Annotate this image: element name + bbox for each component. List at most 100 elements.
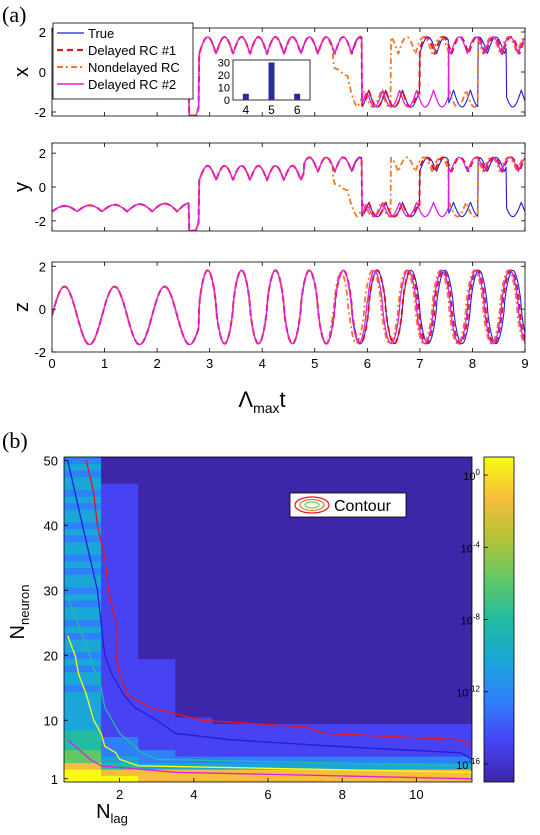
heatmap-cell: [212, 515, 251, 523]
heatmap-cell: [138, 736, 176, 744]
heatmap-cell: [397, 639, 436, 647]
heatmap-cell: [323, 756, 362, 764]
heatmap-cell: [175, 593, 213, 601]
heatmap-cells: [64, 457, 472, 782]
heatmap-cell: [101, 717, 139, 725]
subplot-x-ylabel: x: [11, 67, 33, 77]
heatmap-cell: [323, 710, 362, 718]
heatmap-cell: [101, 619, 139, 627]
heatmap-cell: [101, 769, 139, 777]
heatmap-cell: [212, 717, 251, 725]
heatmap-cell: [434, 743, 472, 751]
heatmap-cell: [249, 548, 288, 556]
heatmap-cell: [249, 736, 288, 744]
heatmap-cell: [397, 691, 436, 699]
heatmap-cell: [138, 743, 176, 751]
heatmap-cell: [64, 704, 102, 712]
heatmap-cell: [434, 645, 472, 653]
contour-line-level-3: [85, 460, 472, 779]
heatmap-cell: [434, 639, 472, 647]
heatmap-cell: [249, 684, 288, 692]
heatmap-cell: [101, 658, 139, 666]
heatmap-cell: [249, 535, 288, 543]
heatmap-cell: [64, 476, 102, 484]
heatmap-cell: [138, 470, 176, 478]
heatmap-cell: [249, 639, 288, 647]
heatmap-cell: [212, 606, 251, 614]
inset-xtick-label: 6: [294, 103, 301, 117]
heatmap-cell: [397, 502, 436, 510]
heatmap-cell: [397, 528, 436, 536]
subplot-y-ytick-label: 0: [39, 180, 46, 195]
heatmap-cell: [286, 678, 325, 686]
heatmap-cell: [397, 613, 436, 621]
heatmap-cell: [64, 756, 102, 764]
heatmap-cell: [397, 704, 436, 712]
heatmap-cell: [434, 561, 472, 569]
heatmap-cell: [323, 548, 362, 556]
heatmap-cell: [397, 769, 436, 777]
heatmap-cell: [360, 639, 399, 647]
heatmap-cell: [323, 632, 362, 640]
heatmap-cell: [212, 509, 251, 517]
legend-label-nondelayed: Nondelayed RC: [88, 60, 180, 75]
heatmap-cell: [175, 554, 213, 562]
heatmap-cell: [64, 567, 102, 575]
heatmap-cell: [434, 574, 472, 582]
heatmap-cell: [212, 457, 251, 465]
heatmap-cell: [101, 606, 139, 614]
panel-a-legend: True Delayed RC #1 Nondelayed RC Delayed…: [52, 22, 194, 100]
heatmap-cell: [397, 483, 436, 491]
heatmap-cell: [397, 489, 436, 497]
heatmap-cell: [434, 652, 472, 660]
heatmap-cell: [434, 535, 472, 543]
heatmap-cell: [323, 593, 362, 601]
inset-ytick-label: 10: [218, 83, 230, 95]
heatmap-cell: [286, 580, 325, 588]
heatmap-cell: [286, 470, 325, 478]
heatmap-cell: [101, 476, 139, 484]
heatmap-cell: [249, 704, 288, 712]
heatmap-cell: [360, 769, 399, 777]
heatmap-cell: [434, 593, 472, 601]
heatmap-cell: [360, 658, 399, 666]
heatmap-cell: [138, 665, 176, 673]
heatmap-cell: [323, 723, 362, 731]
heatmap-cell: [434, 457, 472, 465]
heatmap-cell: [175, 580, 213, 588]
heatmap-cell: [64, 496, 102, 504]
heatmap-cell: [397, 496, 436, 504]
heatmap-cell: [249, 561, 288, 569]
heatmap-cell: [138, 639, 176, 647]
heatmap-cell: [397, 743, 436, 751]
heatmap-cell: [175, 697, 213, 705]
heatmap-cell: [64, 502, 102, 510]
heatmap-cell: [360, 619, 399, 627]
heatmap-cell: [64, 483, 102, 491]
heatmap-cell: [249, 502, 288, 510]
subplot-z-ylabel: z: [11, 302, 33, 312]
heatmap-cell: [397, 658, 436, 666]
heatmap-cell: [138, 587, 176, 595]
heatmap-cell: [397, 749, 436, 757]
heatmap-cell: [249, 756, 288, 764]
heatmap-cell: [286, 528, 325, 536]
heatmap-cell: [323, 678, 362, 686]
heatmap-cell: [286, 762, 325, 770]
heatmap-cell: [323, 684, 362, 692]
heatmap-cell: [286, 541, 325, 549]
heatmap-cell: [397, 515, 436, 523]
subplot-y-ytick-label: 2: [39, 146, 46, 161]
heatmap-cell: [397, 535, 436, 543]
heatmap-cell: [101, 710, 139, 718]
heatmap-cell: [212, 496, 251, 504]
heatmap-cell: [101, 489, 139, 497]
heatmap-cell: [64, 697, 102, 705]
heatmap-cell: [64, 619, 102, 627]
heatmap-cell: [249, 541, 288, 549]
heatmap-cell: [249, 652, 288, 660]
heatmap-cell: [175, 515, 213, 523]
heatmap-cell: [138, 691, 176, 699]
heatmap-cell: [249, 600, 288, 608]
heatmap-cell: [434, 470, 472, 478]
